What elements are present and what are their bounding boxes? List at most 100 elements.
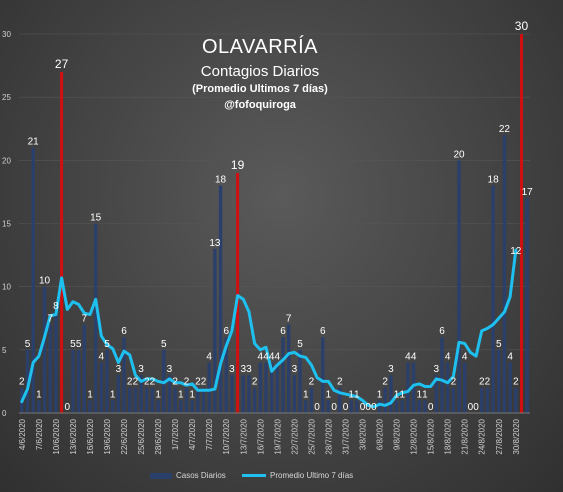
y-tick-label: 15 bbox=[2, 220, 11, 229]
bar bbox=[150, 387, 155, 413]
x-tick-label: 25/6/2020 bbox=[137, 418, 146, 454]
data-label: 8 bbox=[53, 301, 59, 312]
bar bbox=[485, 387, 490, 413]
bar bbox=[491, 185, 495, 413]
data-label: 0 bbox=[360, 402, 366, 413]
bar bbox=[110, 400, 115, 413]
data-label: 1 bbox=[394, 389, 400, 400]
data-label: 7 bbox=[82, 314, 88, 325]
y-tick-label: 25 bbox=[2, 93, 11, 102]
bar bbox=[173, 387, 177, 413]
bar bbox=[76, 349, 81, 413]
data-label: 3 bbox=[167, 364, 173, 375]
data-label: 2 bbox=[184, 377, 190, 388]
bar bbox=[71, 349, 75, 413]
bar bbox=[128, 387, 132, 413]
bar bbox=[304, 400, 308, 413]
data-label: 5 bbox=[70, 339, 76, 350]
bar bbox=[252, 387, 257, 413]
data-label: 0 bbox=[428, 402, 434, 413]
bar bbox=[133, 387, 138, 413]
data-label: 3 bbox=[246, 364, 252, 375]
data-label: 1 bbox=[422, 389, 428, 400]
bar bbox=[139, 375, 143, 413]
bar bbox=[338, 387, 342, 413]
data-label: 0 bbox=[331, 402, 337, 413]
y-tick-label: 5 bbox=[2, 346, 7, 355]
x-tick-label: 3/8/2020 bbox=[359, 418, 368, 450]
data-label: 1 bbox=[377, 389, 383, 400]
bar bbox=[292, 375, 297, 413]
bar bbox=[116, 375, 121, 413]
data-label: 0 bbox=[371, 402, 377, 413]
data-label: 19 bbox=[231, 158, 245, 172]
bar bbox=[400, 400, 404, 413]
data-label: 1 bbox=[354, 389, 360, 400]
y-tick-label: 10 bbox=[2, 283, 11, 292]
x-tick-label: 13/6/2020 bbox=[69, 418, 78, 454]
bar bbox=[82, 324, 86, 413]
bar bbox=[377, 400, 382, 413]
bar bbox=[394, 400, 399, 413]
data-label: 4 bbox=[206, 351, 212, 362]
data-label: 1 bbox=[110, 389, 116, 400]
data-label: 1 bbox=[189, 389, 195, 400]
bar bbox=[457, 160, 461, 413]
data-label: 1 bbox=[348, 389, 354, 400]
data-label: 5 bbox=[161, 339, 167, 350]
data-label: 1 bbox=[36, 389, 42, 400]
x-tick-label: 7/7/2020 bbox=[205, 418, 214, 450]
x-tick-label: 10/6/2020 bbox=[52, 418, 61, 454]
data-label: 3 bbox=[116, 364, 122, 375]
x-tick-label: 4/7/2020 bbox=[188, 418, 197, 450]
data-label: 0 bbox=[343, 402, 349, 413]
data-label: 2 bbox=[19, 377, 25, 388]
data-label: 15 bbox=[90, 213, 102, 224]
bar bbox=[37, 400, 41, 413]
x-tick-label: 15/8/2020 bbox=[427, 418, 436, 454]
x-tick-label: 6/8/2020 bbox=[376, 418, 385, 450]
average-line bbox=[20, 248, 518, 409]
bar bbox=[42, 286, 47, 413]
data-label: 5 bbox=[297, 339, 303, 350]
chart-author: @fofoquiroga bbox=[224, 99, 296, 111]
data-label: 27 bbox=[55, 57, 69, 71]
data-label: 1 bbox=[303, 389, 309, 400]
legend-label-bars: Casos Diarios bbox=[176, 471, 226, 480]
bar bbox=[445, 362, 450, 413]
data-label: 6 bbox=[223, 326, 229, 337]
data-label: 21 bbox=[28, 137, 40, 148]
data-label: 4 bbox=[258, 351, 264, 362]
bar bbox=[286, 324, 291, 413]
x-tick-label: 1/7/2020 bbox=[171, 418, 180, 450]
bar bbox=[218, 185, 223, 413]
bar bbox=[31, 147, 35, 413]
data-label: 5 bbox=[76, 339, 82, 350]
bar bbox=[440, 337, 444, 413]
bar bbox=[502, 135, 507, 414]
data-label: 1 bbox=[399, 389, 405, 400]
data-label: 0 bbox=[64, 402, 70, 413]
bar bbox=[88, 400, 92, 413]
bar-highlight bbox=[519, 34, 523, 413]
data-label: 10 bbox=[39, 276, 51, 287]
bar bbox=[258, 362, 263, 413]
bar bbox=[264, 362, 268, 413]
bar bbox=[184, 387, 189, 413]
data-label: 2 bbox=[485, 377, 491, 388]
bar bbox=[423, 400, 427, 413]
x-tick-label: 13/7/2020 bbox=[239, 418, 248, 454]
data-label: 6 bbox=[439, 326, 445, 337]
bar bbox=[54, 311, 58, 413]
bar-highlight bbox=[60, 71, 64, 414]
data-label: 1 bbox=[87, 389, 93, 400]
legend-swatch-line bbox=[242, 474, 266, 477]
y-axis: 0 5 10 15 20 25 30 bbox=[2, 30, 11, 418]
data-label: 2 bbox=[382, 377, 388, 388]
bar bbox=[525, 198, 529, 413]
bar bbox=[179, 400, 183, 413]
data-label: 0 bbox=[473, 402, 479, 413]
data-label: 2 bbox=[309, 377, 315, 388]
legend-label-line: Promedio Ultimo 7 días bbox=[270, 471, 354, 480]
